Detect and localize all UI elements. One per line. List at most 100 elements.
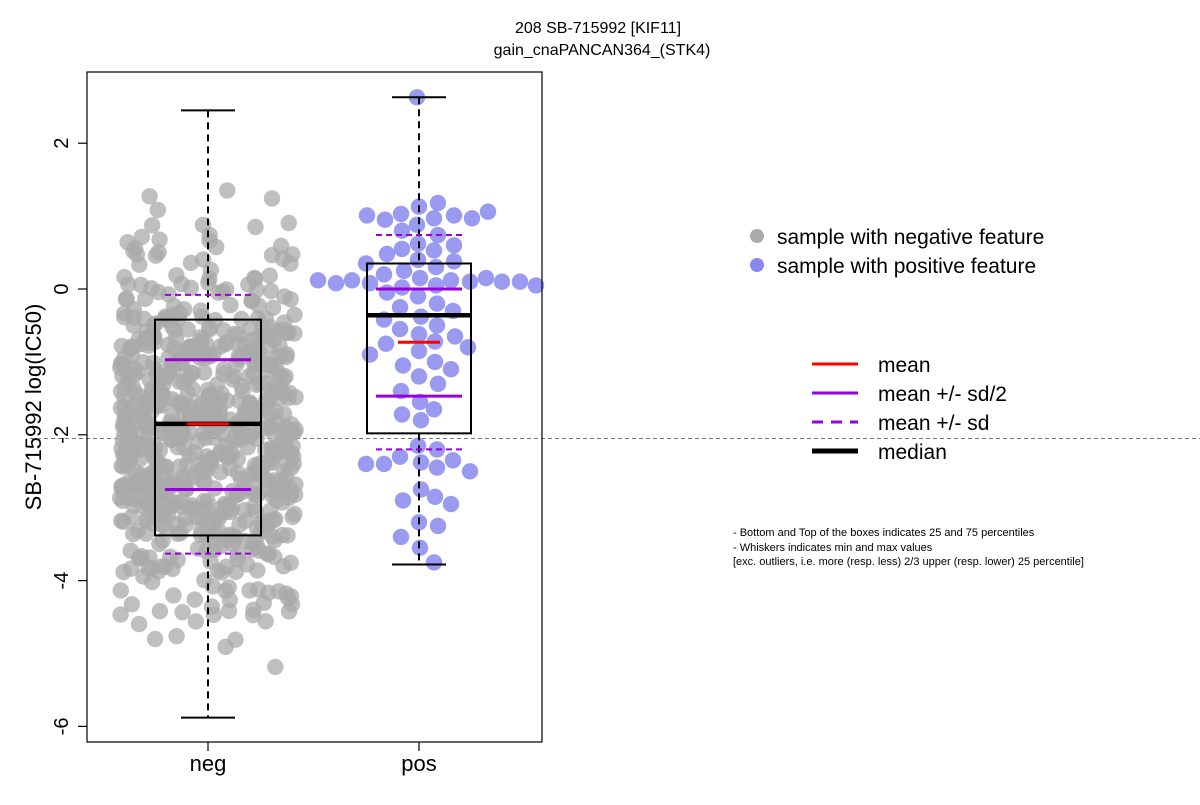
box-iqr — [366, 262, 472, 435]
pos-sample-point — [410, 342, 428, 360]
neg-sample-point — [246, 466, 263, 483]
pos-sample-point — [477, 269, 495, 287]
neg-sample-point — [171, 304, 189, 322]
neg-sample-point — [194, 393, 211, 410]
pos-sample-point — [412, 454, 430, 471]
pos-sample-point — [527, 277, 545, 294]
legend-line-label: mean +/- sd/2 — [878, 383, 1007, 406]
neg-sample-point — [275, 463, 292, 480]
neg-sample-point — [214, 426, 232, 443]
pos-sample-point — [425, 554, 443, 571]
pos-sample-point — [393, 240, 411, 258]
neg-sample-point — [246, 269, 263, 286]
pos-sample-point — [411, 393, 429, 411]
pos-sample-point — [442, 272, 460, 289]
pos-sample-point — [426, 488, 444, 505]
neg-sample-point — [143, 217, 161, 234]
neg-sample-point — [124, 398, 141, 416]
neg-sample-point — [179, 321, 196, 338]
pos-sample-point — [409, 288, 427, 305]
note-line-3: [exc. outliers, i.e. more (resp. less) 2… — [733, 556, 1084, 568]
neg-sample-point — [160, 336, 177, 353]
neg-sample-point — [186, 591, 203, 608]
pos-sample-point — [375, 455, 393, 473]
pos-sample-point — [479, 203, 497, 220]
y-tick-label: -2 — [51, 426, 73, 444]
pos-sample-point — [391, 299, 409, 316]
pos-sample-point — [446, 328, 464, 345]
axis-layer: -6 -4 -2 0 2 neg pos — [51, 71, 543, 776]
neg-sample-point — [165, 587, 182, 604]
pos-sample-point — [425, 401, 443, 418]
note-line-1: - Bottom and Top of the boxes indicates … — [733, 527, 1035, 539]
neg-sample-point — [271, 365, 288, 382]
pos-sample-point — [445, 237, 463, 254]
neg-sample-point — [248, 486, 265, 503]
pos-sample-point — [425, 242, 443, 259]
pos-sample-point — [393, 406, 411, 423]
neg-sample-point — [153, 397, 170, 414]
pos-sample-point — [375, 266, 393, 283]
pos-sample-point — [392, 528, 410, 546]
neg-sample-point — [217, 582, 234, 600]
neg-sample-point — [132, 450, 149, 467]
pos-sample-point — [445, 207, 463, 224]
legend-line-label: mean +/- sd — [878, 412, 989, 435]
neg-sample-point — [225, 368, 243, 385]
neg-sample-point — [259, 546, 276, 563]
neg-sample-point — [165, 472, 182, 489]
chart-subtitle: gain_cnaPANCAN364_(STK4) — [494, 42, 711, 59]
neg-sample-point — [181, 338, 198, 356]
pos-sample-point — [309, 272, 327, 289]
neg-sample-point — [179, 384, 197, 401]
neg-sample-point — [267, 403, 284, 420]
neg-sample-point — [227, 563, 245, 580]
pos-sample-point — [429, 194, 447, 212]
neg-sample-point — [181, 408, 198, 425]
neg-sample-point — [262, 282, 280, 300]
pos-sample-point — [511, 273, 529, 290]
neg-sample-point — [154, 494, 171, 511]
legend-point-swatch — [750, 258, 764, 272]
chart-title: 208 SB-715992 [KIF11] — [515, 20, 681, 37]
neg-sample-point — [119, 234, 136, 251]
neg-sample-point — [216, 495, 233, 513]
neg-sample-point — [220, 602, 238, 620]
neg-sample-point — [287, 476, 304, 493]
plot-frame — [86, 71, 543, 743]
pos-sample-point — [425, 210, 443, 227]
neg-sample-point — [143, 559, 160, 576]
neg-sample-point — [113, 337, 130, 355]
note-line-2: - Whiskers indicates min and max values — [733, 542, 933, 554]
pos-sample-point — [459, 339, 477, 356]
neg-sample-point — [171, 458, 188, 475]
neg-sample-point — [282, 291, 299, 308]
neg-sample-point — [147, 247, 165, 264]
neg-sample-point — [201, 319, 218, 337]
box-iqr — [154, 318, 262, 537]
neg-sample-point — [122, 509, 140, 526]
neg-sample-point — [286, 325, 303, 342]
neg-sample-point — [239, 439, 256, 456]
neg-sample-point — [209, 562, 226, 580]
points-layer — [30, 89, 1200, 676]
x-tick-label: pos — [401, 751, 436, 776]
neg-sample-point — [123, 596, 141, 613]
pos-sample-point — [427, 277, 445, 294]
pos-sample-point — [444, 452, 462, 469]
pos-sample-point — [394, 357, 412, 374]
overlay-layer — [154, 96, 472, 719]
pos-sample-point — [392, 205, 410, 223]
neg-sample-point — [245, 601, 262, 618]
pos-sample-point — [361, 275, 379, 292]
pos-sample-point — [394, 492, 412, 509]
legend-point-label: sample with negative feature — [777, 226, 1044, 249]
neg-sample-point — [116, 309, 133, 326]
neg-sample-point — [127, 434, 144, 452]
neg-sample-point — [282, 255, 299, 272]
neg-sample-point — [259, 512, 277, 530]
neg-sample-point — [287, 389, 304, 406]
neg-sample-point — [263, 247, 281, 264]
pos-sample-point — [493, 273, 511, 290]
